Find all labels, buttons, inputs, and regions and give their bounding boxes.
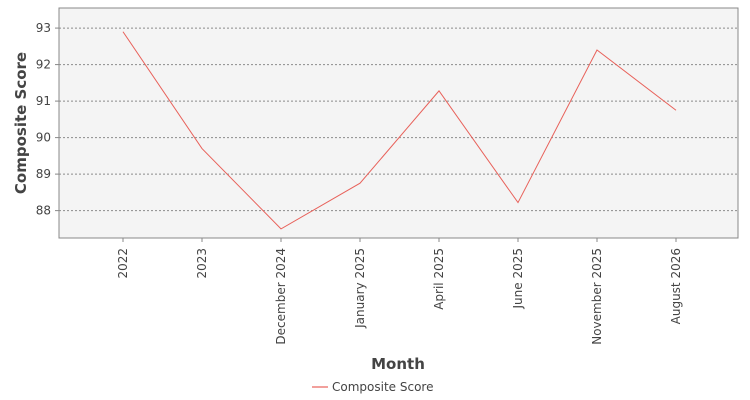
legend-label: Composite Score <box>332 380 433 394</box>
grid-lines <box>59 27 738 212</box>
y-tick-label-92: 92 <box>36 58 51 72</box>
x-tick-label-5: June 2025 <box>511 248 525 310</box>
x-tick-label-0: 2022 <box>116 248 130 279</box>
x-tick-label-6: November 2025 <box>590 248 604 345</box>
x-tick-label-7: August 2026 <box>669 248 683 324</box>
y-tick-label-90: 90 <box>36 131 51 145</box>
series-layer <box>122 31 677 230</box>
y-tick-label-88: 88 <box>36 204 51 218</box>
y-axis-title: Composite Score <box>12 52 30 194</box>
y-tick-label-89: 89 <box>36 167 51 181</box>
legend: Composite Score <box>312 380 433 394</box>
x-tick-label-1: 2023 <box>195 248 209 279</box>
series-line-0 <box>122 31 677 230</box>
plot-area <box>58 7 739 239</box>
y-tick-label-91: 91 <box>36 94 51 108</box>
x-tick-label-3: January 2025 <box>353 248 367 329</box>
x-tick-label-4: April 2025 <box>432 248 446 310</box>
x-tick-label-2: December 2024 <box>274 248 288 345</box>
x-axis-ticks: 2022 2023 December 2024 January 2025 April 2… <box>116 238 683 345</box>
y-tick-label-93: 93 <box>36 21 51 35</box>
y-axis-ticks: 88 89 90 91 92 93 <box>36 21 59 218</box>
x-axis-title: Month <box>371 355 425 373</box>
